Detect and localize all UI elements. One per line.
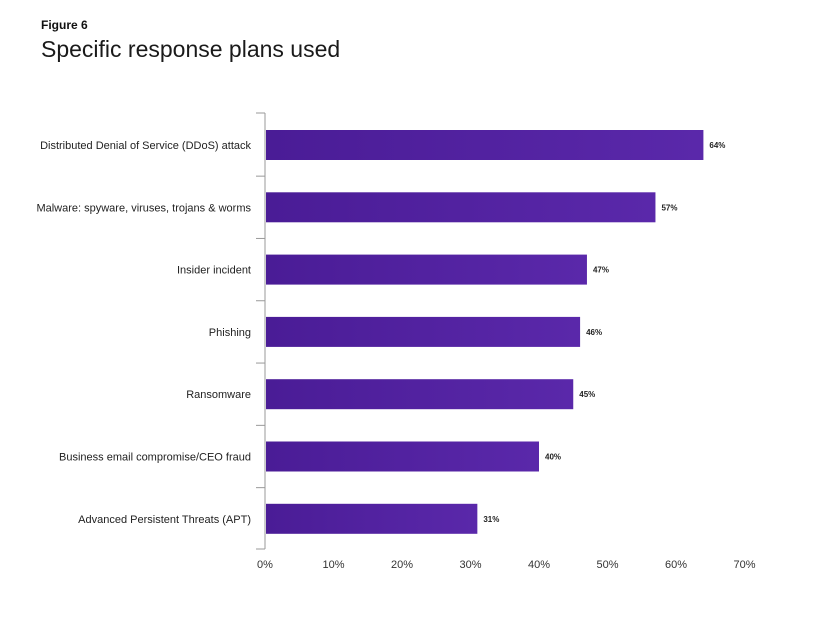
category-labels: Distributed Denial of Service (DDoS) att… bbox=[36, 140, 251, 526]
category-label: Ransomware bbox=[186, 389, 251, 401]
x-tick-label: 0% bbox=[257, 559, 273, 571]
value-label: 47% bbox=[593, 266, 609, 275]
x-tick-label: 70% bbox=[733, 559, 755, 571]
category-label: Business email compromise/CEO fraud bbox=[59, 452, 251, 464]
value-label: 57% bbox=[661, 203, 677, 212]
value-label: 64% bbox=[709, 141, 725, 150]
bar bbox=[266, 192, 656, 223]
y-axis bbox=[256, 112, 266, 550]
figure-label: Figure 6 bbox=[41, 18, 88, 32]
category-label: Malware: spyware, viruses, trojans & wor… bbox=[36, 202, 251, 214]
value-label: 46% bbox=[586, 328, 602, 337]
x-tick-label: 50% bbox=[596, 559, 618, 571]
bar bbox=[266, 379, 574, 410]
category-label: Phishing bbox=[209, 327, 251, 339]
bars bbox=[266, 130, 704, 534]
value-label: 45% bbox=[579, 390, 595, 399]
bar bbox=[266, 130, 704, 160]
bar bbox=[266, 503, 478, 534]
value-label: 40% bbox=[545, 453, 561, 462]
bar bbox=[266, 316, 581, 347]
x-tick-label: 20% bbox=[391, 559, 413, 571]
value-labels: 64% 57% 47% 46% 45% 40% 31% bbox=[483, 141, 725, 524]
category-label: Distributed Denial of Service (DDoS) att… bbox=[40, 140, 251, 152]
x-axis-ticks: 0% 10% 20% 30% 40% 50% 60% 70% bbox=[257, 559, 756, 571]
bar bbox=[266, 441, 539, 472]
value-label: 31% bbox=[483, 515, 499, 524]
x-tick-label: 40% bbox=[528, 559, 550, 571]
bar bbox=[266, 254, 587, 285]
x-tick-label: 60% bbox=[665, 559, 687, 571]
chart-title: Specific response plans used bbox=[41, 36, 341, 62]
category-label: Advanced Persistent Threats (APT) bbox=[78, 514, 251, 526]
x-tick-label: 10% bbox=[322, 559, 344, 571]
category-label: Insider incident bbox=[177, 265, 251, 277]
x-tick-label: 30% bbox=[459, 559, 481, 571]
